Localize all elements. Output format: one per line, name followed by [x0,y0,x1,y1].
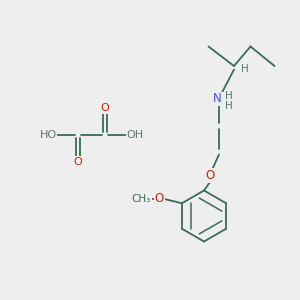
Text: H: H [241,64,248,74]
Text: O: O [155,192,164,205]
Text: H: H [225,91,232,101]
Text: CH₃: CH₃ [132,194,151,204]
Text: O: O [74,157,82,167]
Text: O: O [206,169,214,182]
Text: O: O [100,103,109,113]
Text: HO: HO [39,130,57,140]
Text: OH: OH [126,130,144,140]
Text: H: H [225,100,232,111]
Text: N: N [213,92,222,106]
